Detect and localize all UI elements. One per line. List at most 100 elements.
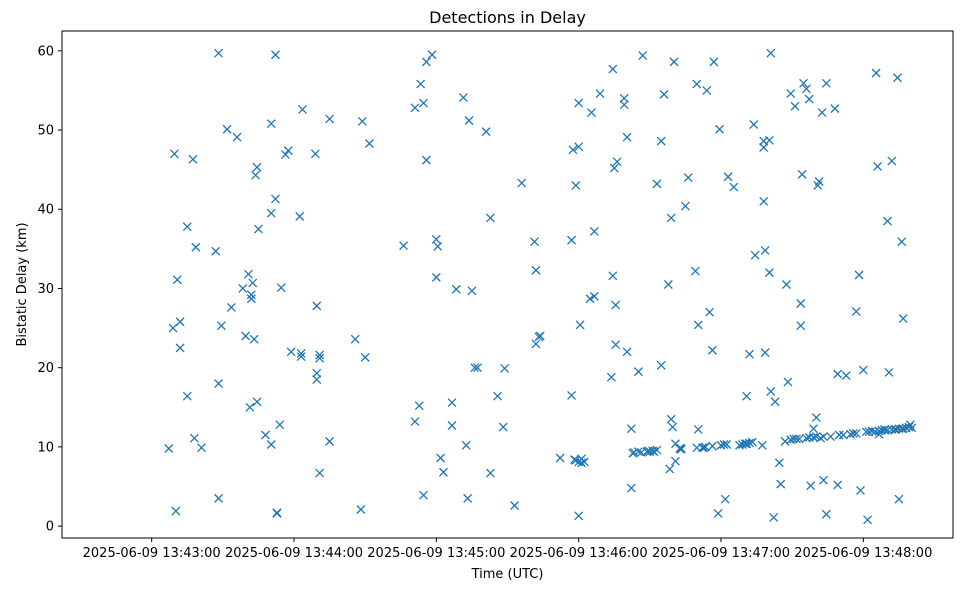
data-point-marker	[887, 425, 897, 434]
data-point-marker	[534, 332, 544, 342]
data-point-marker	[419, 490, 428, 500]
data-point-marker	[884, 367, 894, 377]
y-tick-label: 60	[37, 44, 54, 59]
data-point-marker	[458, 93, 468, 103]
data-point-marker	[723, 172, 733, 182]
data-point-marker	[589, 291, 599, 301]
data-point-marker	[760, 348, 770, 358]
data-point-marker	[261, 430, 270, 440]
data-point-marker	[806, 481, 816, 491]
data-point-marker	[720, 494, 730, 504]
data-point-marker	[656, 360, 666, 370]
y-tick-label: 50	[37, 124, 54, 139]
data-point-marker	[856, 486, 865, 495]
x-tick-label: 2025-06-09 13:46:00	[510, 546, 648, 561]
data-point-marker	[214, 48, 224, 58]
data-point-marker	[574, 98, 584, 108]
data-point-marker	[715, 124, 725, 134]
data-point-marker	[609, 163, 619, 173]
data-point-marker	[243, 269, 253, 279]
data-point-marker	[814, 177, 824, 186]
data-point-marker	[216, 321, 226, 331]
data-point-marker	[680, 201, 690, 211]
data-point-marker	[164, 444, 174, 453]
data-point-marker	[666, 414, 676, 424]
x-tick-label: 2025-06-09 13:47:00	[652, 546, 790, 561]
data-point-marker	[707, 441, 717, 451]
data-point-marker	[705, 307, 715, 317]
data-point-marker	[410, 103, 420, 113]
data-point-marker	[652, 179, 662, 189]
data-point-marker	[427, 50, 437, 60]
data-point-marker	[595, 89, 605, 99]
data-point-marker	[431, 234, 441, 244]
data-point-marker	[585, 294, 595, 304]
data-point-marker	[622, 347, 632, 357]
data-point-marker	[350, 334, 360, 344]
data-point-marker	[467, 286, 477, 296]
data-point-marker	[493, 391, 502, 401]
data-point-marker	[811, 413, 821, 423]
data-point-marker	[809, 432, 818, 442]
data-point-marker	[707, 345, 717, 355]
data-point-marker	[295, 211, 305, 221]
data-point-marker	[873, 162, 883, 171]
data-point-marker	[804, 432, 814, 442]
data-point-marker	[248, 278, 258, 288]
data-point-marker	[451, 284, 461, 294]
data-point-marker	[608, 271, 618, 281]
x-axis-ticks: 2025-06-09 13:43:00 2025-06-09 13:44:00 20…	[83, 538, 932, 561]
data-point-marker	[801, 433, 811, 443]
data-point-marker	[693, 425, 703, 434]
data-point-marker	[433, 242, 443, 251]
data-point-marker	[693, 320, 703, 330]
data-point-marker	[298, 104, 308, 114]
data-point-marker	[799, 78, 809, 88]
data-point-marker	[774, 458, 784, 468]
data-point-marker	[530, 237, 540, 247]
data-point-marker	[907, 423, 917, 433]
data-point-marker	[766, 48, 776, 58]
data-point-marker	[821, 509, 831, 519]
data-point-marker	[757, 440, 767, 450]
data-point-marker	[461, 440, 471, 450]
data-point-marker	[189, 433, 199, 443]
data-point-marker	[794, 434, 804, 444]
y-axis-ticks: 0 10 20 30 40 50 60	[37, 44, 62, 535]
data-point-marker	[692, 79, 702, 89]
data-point-marker	[745, 349, 754, 359]
data-point-marker	[238, 284, 248, 293]
data-point-marker	[249, 334, 259, 344]
data-point-marker	[175, 317, 185, 327]
data-point-marker	[421, 155, 431, 165]
data-point-marker	[764, 135, 774, 145]
data-point-marker	[622, 132, 632, 142]
data-point-marker	[175, 343, 185, 353]
data-point-marker	[485, 213, 495, 223]
data-point-marker	[819, 475, 828, 485]
data-point-marker	[838, 430, 848, 440]
data-point-marker	[568, 145, 578, 155]
data-points	[164, 48, 917, 525]
data-point-marker	[834, 430, 844, 440]
data-point-marker	[676, 444, 686, 453]
data-point-marker	[315, 350, 325, 360]
data-point-marker	[668, 422, 678, 432]
data-point-marker	[575, 320, 585, 330]
data-point-marker	[683, 173, 693, 183]
data-point-marker	[791, 434, 801, 444]
data-point-marker	[587, 108, 596, 118]
data-point-marker	[893, 73, 902, 83]
data-point-marker	[883, 216, 892, 226]
data-point-marker	[874, 429, 884, 439]
data-point-marker	[858, 365, 868, 375]
data-point-marker	[211, 246, 221, 256]
plot-area-frame	[61, 30, 954, 539]
x-tick-label: 2025-06-09 13:44:00	[225, 546, 363, 561]
data-point-marker	[612, 157, 622, 167]
data-point-marker	[665, 464, 675, 474]
data-point-marker	[821, 78, 831, 88]
y-tick-label: 20	[37, 361, 54, 376]
data-point-marker	[296, 348, 306, 358]
